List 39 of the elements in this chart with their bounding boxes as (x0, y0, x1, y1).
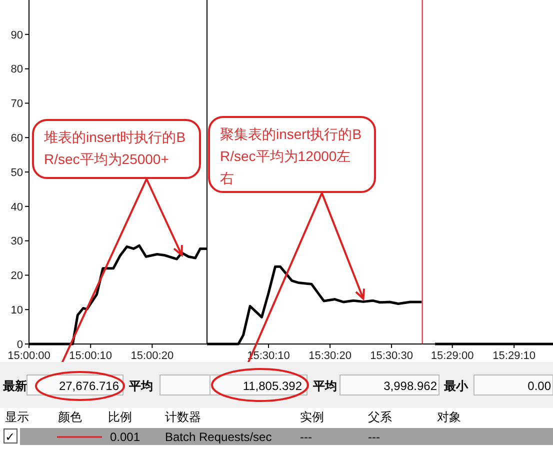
text: 3,998.962 (384, 379, 438, 393)
x-tick-label: 15:00:20 (130, 350, 174, 362)
text: 0.00 (528, 379, 552, 393)
text: 0.001 (110, 430, 140, 444)
x-tick-label: 15:00:00 (8, 350, 50, 362)
text: 平均 (312, 379, 337, 393)
text: --- (300, 430, 312, 444)
text: 比例 (108, 410, 132, 424)
y-tick-label: 90 (10, 29, 23, 42)
annotation: 聚集表的insert执行的BR/sec平均为12000左右 (220, 126, 362, 186)
y-tick-label: 20 (10, 270, 23, 282)
x-tick-label: 15:30:20 (308, 350, 352, 362)
y-tick-label: 50 (10, 166, 23, 179)
text: --- (368, 430, 380, 444)
text: 11,805.392 (242, 379, 302, 393)
text: Batch Requests/sec (165, 430, 272, 444)
text: 最新 (2, 379, 27, 393)
text: 显示 (5, 410, 29, 424)
text: 计数器 (165, 410, 201, 424)
text: 最小 (443, 379, 469, 393)
x-tick-label: 15:00:10 (69, 350, 112, 362)
y-tick-label: 30 (10, 236, 23, 248)
y-tick-label: 60 (10, 132, 23, 144)
x-tick-label: 15:29:10 (492, 350, 536, 362)
annotation: 堆表的insert时执行的BR/sec平均为25000+ (43, 129, 186, 167)
text: 父系 (368, 410, 392, 424)
text: 27,676.716 (58, 379, 120, 393)
text: ✓ (5, 430, 16, 444)
y-tick-label: 70 (10, 98, 23, 110)
y-tick-label: 10 (10, 304, 23, 316)
text: 对象 (437, 410, 461, 424)
x-tick-label: 15:30:30 (370, 350, 413, 362)
text: 平均 (128, 379, 153, 393)
y-tick-label: 40 (10, 201, 23, 214)
x-tick-label: 15:29:00 (430, 350, 474, 362)
y-tick-label: 80 (10, 64, 23, 76)
text: 颜色 (58, 410, 82, 424)
text: 实例 (300, 410, 324, 424)
y-tick-label: 0 (16, 338, 23, 351)
